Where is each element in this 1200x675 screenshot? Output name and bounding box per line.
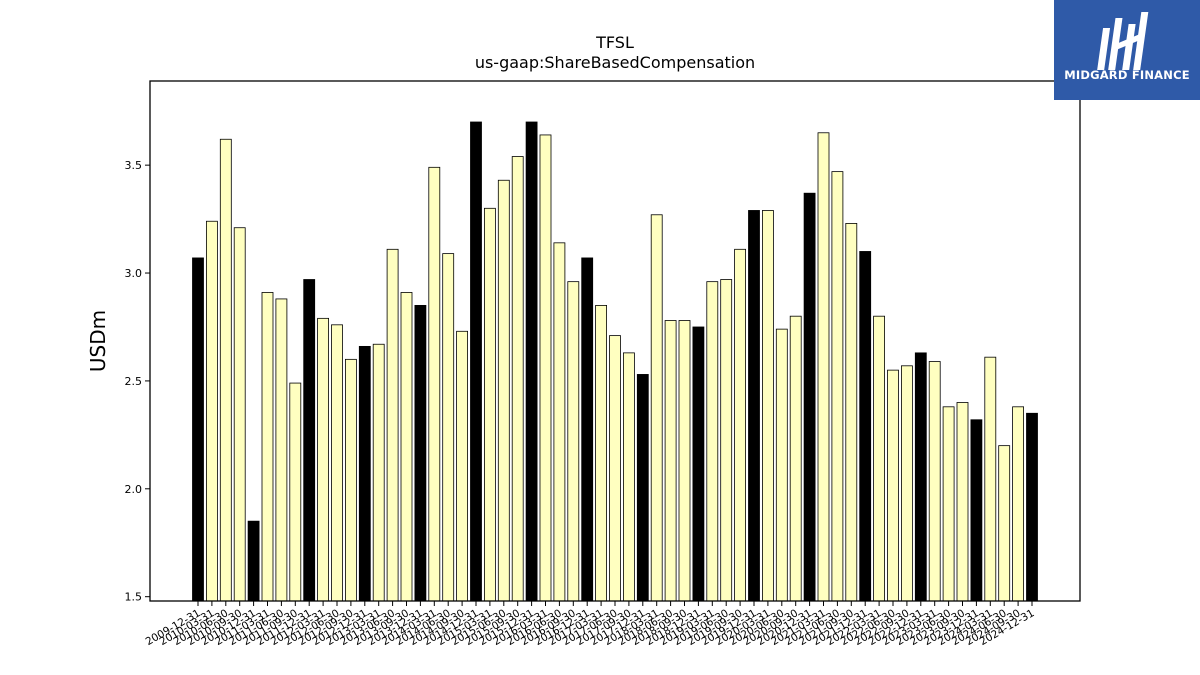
bar-2015-09-30	[511, 156, 524, 602]
bar-2014-12-31	[470, 121, 482, 602]
bar-2018-09-30	[678, 320, 691, 602]
bar-2011-09-30	[289, 382, 302, 602]
bar-2020-06-30	[775, 328, 788, 602]
bar-2017-06-30	[609, 335, 621, 602]
bar-2021-03-31	[817, 132, 830, 602]
bar-2022-12-31	[914, 352, 927, 602]
bar-2011-06-30	[275, 298, 288, 602]
bar-2020-12-31	[803, 192, 816, 602]
bar-2012-12-31	[358, 345, 371, 602]
bar-2018-12-31	[692, 326, 705, 602]
bar-2024-03-31	[984, 356, 997, 602]
y-axis-ticks: 1.5 2.0 2.5 3.0 3.5	[125, 159, 150, 604]
bar-2012-06-30	[331, 324, 343, 602]
bar-2009-12-31	[192, 257, 204, 602]
bar-2010-09-30	[233, 227, 246, 602]
x-axis-ticks: 2009-12-312010-03-312010-06-302010-09-30…	[144, 601, 1037, 648]
y-tick-label: 2.5	[125, 375, 143, 388]
bar-2016-09-30	[567, 281, 580, 602]
bar-2014-03-31	[428, 166, 441, 602]
bar-2014-09-30	[456, 330, 469, 602]
bar-2010-06-30	[219, 138, 232, 602]
y-tick-label: 1.5	[125, 591, 143, 604]
y-tick-label: 3.5	[125, 159, 143, 172]
y-axis-label: USDm	[86, 310, 110, 372]
bar-2019-06-30	[720, 279, 733, 602]
bar-2013-12-31	[414, 304, 427, 602]
bar-2013-03-31	[372, 343, 385, 602]
bar-2015-12-31	[525, 121, 538, 602]
midgard-finance-logo: MIDGARD FINANCE	[1054, 0, 1200, 100]
logo-mark-icon	[1097, 12, 1149, 70]
bar-2019-09-30	[734, 248, 746, 602]
bar-2013-09-30	[400, 292, 413, 602]
bar-2012-09-30	[344, 358, 357, 602]
bar-2024-12-31	[1026, 412, 1038, 602]
bar-2022-09-30	[901, 365, 913, 602]
bar-2016-03-31	[539, 134, 552, 602]
bar-2021-12-31	[859, 251, 872, 602]
bar-2022-06-30	[887, 369, 899, 602]
y-tick-label: 2.0	[125, 483, 143, 496]
plot-frame	[149, 80, 1081, 602]
bar-2018-03-31	[650, 214, 663, 602]
bar-2016-12-31	[581, 257, 594, 602]
bars-group	[192, 121, 1038, 602]
bar-2015-03-31	[483, 207, 496, 602]
bar-2020-09-30	[789, 315, 802, 602]
bar-2016-06-30	[553, 242, 566, 602]
bar-2017-03-31	[595, 304, 607, 602]
bar-2023-09-30	[956, 402, 969, 602]
y-tick-label: 3.0	[125, 267, 143, 280]
bar-2012-03-31	[317, 317, 330, 602]
chart-title: TFSL	[595, 33, 634, 52]
bar-2023-03-31	[928, 361, 941, 602]
bar-2013-06-30	[386, 248, 399, 602]
bar-2024-09-30	[1012, 406, 1024, 602]
bar-2022-03-31	[873, 315, 885, 602]
bar-2021-06-30	[831, 171, 844, 602]
bar-2019-12-31	[748, 210, 760, 602]
logo-text: MIDGARD FINANCE	[1064, 68, 1190, 82]
bar-2023-06-30	[942, 406, 955, 602]
bar-2010-12-31	[247, 520, 260, 602]
bar-2014-06-30	[442, 253, 455, 602]
bar-2019-03-31	[706, 281, 719, 602]
bar-2010-03-31	[205, 220, 218, 602]
bar-2024-06-30	[998, 445, 1011, 602]
bar-2011-12-31	[303, 279, 316, 602]
bar-2023-12-31	[970, 419, 983, 602]
bar-2017-09-30	[623, 352, 635, 602]
bar-2015-06-30	[497, 179, 510, 602]
bar-2021-09-30	[845, 223, 858, 602]
bar-2018-06-30	[664, 320, 677, 602]
bar-2020-03-31	[762, 210, 774, 602]
bar-2011-03-31	[261, 292, 274, 602]
chart-subtitle: us-gaap:ShareBasedCompensation	[475, 53, 755, 72]
bar-2017-12-31	[636, 374, 649, 602]
